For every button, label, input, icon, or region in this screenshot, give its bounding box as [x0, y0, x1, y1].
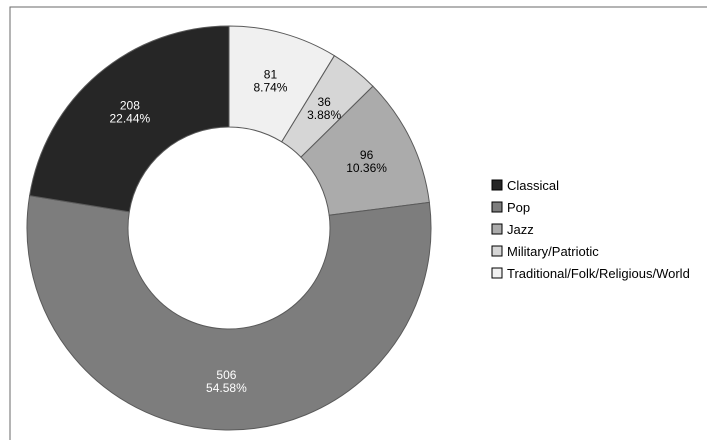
slice-percent-label-traditional-folk-religious-world: 8.74%	[253, 81, 287, 95]
legend-item-military-patriotic: Military/Patriotic	[491, 244, 599, 259]
slices-group	[26, 25, 432, 431]
legend-label-traditional-folk-religious-world: Traditional/Folk/Religious/World	[507, 266, 690, 281]
slice-value-label-jazz: 96	[360, 148, 374, 162]
legend-label-jazz: Jazz	[507, 222, 534, 237]
slice-value-label-military-patriotic: 36	[317, 95, 331, 109]
slice-classical	[29, 25, 230, 213]
legend-label-pop: Pop	[507, 200, 530, 215]
slice-percent-label-classical: 22.44%	[110, 111, 151, 125]
legend-swatch-classical	[491, 179, 503, 191]
slice-value-label-traditional-folk-religious-world: 81	[264, 68, 278, 82]
slice-value-label-pop: 506	[216, 368, 236, 382]
slice-pop	[26, 195, 432, 431]
legend-swatch-jazz	[491, 223, 503, 235]
legend-swatch-traditional-folk-religious-world	[491, 267, 503, 279]
slice-value-label-classical: 208	[120, 98, 140, 112]
slice-percent-label-military-patriotic: 3.88%	[307, 108, 341, 122]
legend-label-classical: Classical	[507, 178, 559, 193]
legend-swatch-pop	[491, 201, 503, 213]
legend-swatch-military-patriotic	[491, 245, 503, 257]
legend-item-traditional-folk-religious-world: Traditional/Folk/Religious/World	[491, 266, 690, 281]
legend-label-military-patriotic: Military/Patriotic	[507, 244, 599, 259]
legend-item-jazz: Jazz	[491, 222, 534, 237]
legend-item-pop: Pop	[491, 200, 530, 215]
slice-percent-label-pop: 54.58%	[206, 381, 247, 395]
legend: Classical Pop Jazz Military/Patriotic Tradit…	[491, 178, 690, 281]
slice-percent-label-jazz: 10.36%	[346, 161, 387, 175]
legend-item-classical: Classical	[491, 178, 559, 193]
chart-border	[9, 6, 707, 440]
